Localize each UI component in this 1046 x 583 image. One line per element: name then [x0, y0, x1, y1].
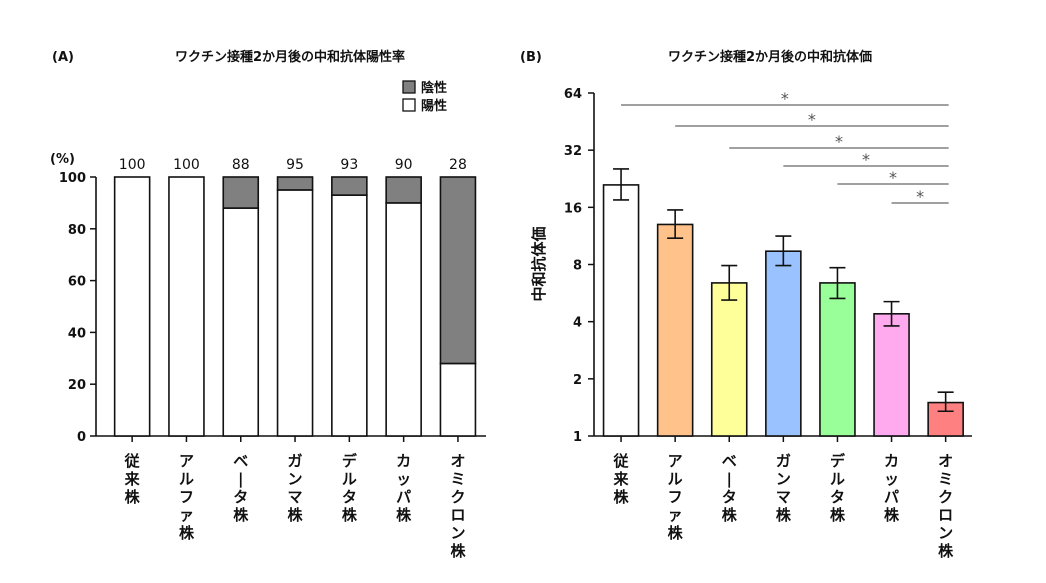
panel-b-category-label: ベ|タ株	[722, 452, 738, 524]
panel-a-bar-negative	[331, 176, 368, 196]
panel-b-category-label: アルファ株	[668, 452, 684, 542]
panel-a-data-label: 28	[449, 157, 467, 173]
legend-label-negative: 陰性	[421, 80, 447, 96]
panel-a-data-label: 100	[173, 157, 200, 173]
panel-b-y-tick-label: 2	[573, 373, 582, 388]
panel-b-title: ワクチン接種2か月後の中和抗体価	[668, 49, 872, 65]
panel-a-data-label: 100	[119, 157, 146, 173]
panel-a-category-label: オミクロン株	[450, 452, 466, 560]
panel-a-category-label: カッパ株	[396, 452, 412, 524]
panel-a-bar-positive	[168, 176, 205, 437]
panel-b-significance-star: *	[781, 89, 789, 108]
panel-b-significance-star: *	[862, 150, 870, 169]
panel-a-data-label: 95	[286, 157, 304, 173]
panel-b-y-tick-label: 1	[573, 430, 582, 445]
panel-b-category-label: ガンマ株	[776, 452, 792, 524]
panel-b-category-label: 従来株	[613, 452, 630, 506]
panel-b-y-tick-label: 4	[573, 316, 582, 331]
panel-a-y-tick-label: 100	[59, 171, 86, 186]
panel-a-category-label: ベ|タ株	[233, 452, 249, 524]
panel-a-legend: 陰性 陽性	[402, 80, 447, 114]
panel-b-y-tick-label: 64	[564, 87, 582, 102]
panel-a-y-tick-label: 0	[77, 430, 86, 445]
panel-b-bar	[656, 223, 694, 437]
panel-a-unit-label: (%)	[50, 152, 75, 167]
panel-a-category-label: デルタ株	[342, 452, 358, 524]
panel-b-significance-star: *	[835, 132, 843, 151]
panel-b-bar	[602, 184, 640, 437]
panel-b-y-tick-label: 32	[564, 144, 582, 159]
panel-b-plot: 1 2 4 8 16 32 64 従来株 アルファ株 ベ|タ株 ガンマ株 デルタ株 カッパ株 オミクロン株…	[564, 87, 972, 560]
panel-a-bar-positive	[439, 362, 477, 437]
panel-a-y-tick-label: 40	[68, 326, 86, 341]
panel-a-bar-positive	[113, 176, 151, 437]
panel-b-category-label: デルタ株	[830, 452, 846, 524]
panel-a-label: (A)	[52, 50, 74, 65]
panel-a-category-label: 従来株	[124, 452, 141, 506]
panel-b-category-label: カッパ株	[884, 452, 900, 524]
panel-a-y-tick-label: 20	[68, 378, 86, 393]
panel-a-bar-positive	[222, 207, 260, 437]
panel-a-plot: 0 20 40 60 80 100 100 従来株 100 アルファ株 88 ベ|タ株 95 ガンマ株 93…	[59, 157, 486, 560]
panel-a-y-tick-label: 60	[68, 275, 86, 290]
panel-b-bar	[819, 282, 856, 437]
legend-label-positive: 陽性	[421, 98, 447, 114]
panel-b-significance-star: *	[916, 187, 924, 206]
panel-b-bar	[765, 250, 802, 437]
panel-a-bar-negative	[276, 176, 314, 191]
panel-a-bar-negative	[385, 176, 422, 204]
panel-a-bar-positive	[331, 194, 368, 437]
panel-a-bar-negative	[439, 176, 477, 365]
panel-a-data-label: 90	[395, 157, 413, 173]
panel-b-significance-star: *	[808, 110, 816, 129]
panel-a-title: ワクチン接種2か月後の中和抗体陽性率	[175, 49, 405, 65]
panel-a-data-label: 88	[232, 157, 250, 173]
panel-b-bar	[710, 282, 748, 437]
panel-b-y-tick-label: 16	[564, 201, 582, 216]
panel-a-y-tick-label: 80	[68, 223, 86, 238]
legend-swatch-negative	[402, 80, 416, 94]
panel-b-bar	[873, 313, 910, 437]
panel-b-y-tick-label: 8	[573, 259, 582, 274]
panel-b-significance-star: *	[889, 168, 897, 187]
panel-a-bar-negative	[222, 176, 260, 209]
panel-b-ylabel: 中和抗体価	[530, 226, 548, 301]
panel-b-label: (B)	[520, 50, 542, 65]
panel-a-data-label: 93	[340, 157, 358, 173]
panel-a-bar-positive	[385, 202, 422, 437]
panel-a-bar-positive	[276, 189, 314, 437]
panel-a-category-label: ガンマ株	[288, 452, 304, 524]
panel-a-category-label: アルファ株	[179, 452, 195, 542]
panel-b-category-label: オミクロン株	[938, 452, 954, 560]
legend-swatch-positive	[402, 98, 416, 112]
